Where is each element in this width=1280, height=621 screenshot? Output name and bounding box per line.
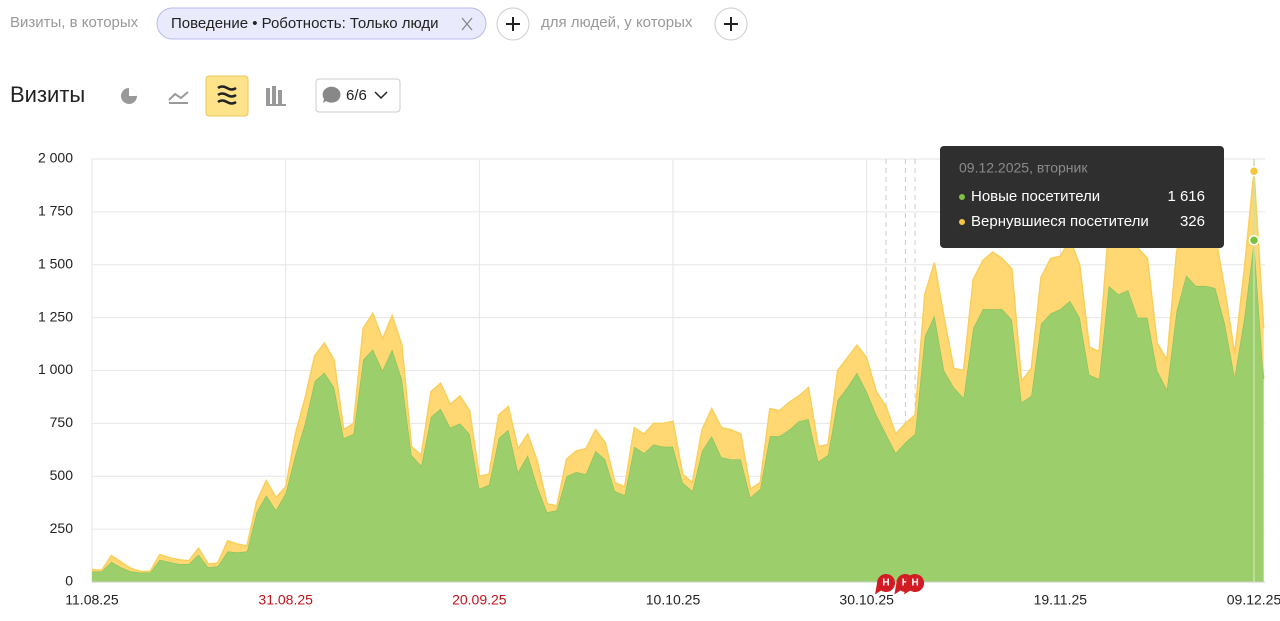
annotations-toggle[interactable] xyxy=(315,78,401,113)
holiday-label: Н xyxy=(882,578,889,589)
tooltip-series-name: Вернувшиеся посетители xyxy=(971,213,1149,230)
filter-chip[interactable] xyxy=(156,7,487,40)
tooltip-series-name: Новые посетители xyxy=(971,188,1100,205)
y-tick-label: 0 xyxy=(65,573,73,589)
x-tick-label: 10.10.25 xyxy=(646,592,701,608)
plus-icon xyxy=(506,17,520,31)
y-tick-label: 2 000 xyxy=(38,150,73,166)
area-series xyxy=(92,240,1264,582)
area-icon xyxy=(217,85,237,105)
tooltip-title: 09.12.2025, вторник xyxy=(959,160,1088,176)
x-tick-label: 31.08.25 xyxy=(258,592,313,608)
plus-icon xyxy=(724,17,738,31)
holiday-marker xyxy=(875,574,896,595)
tooltip-value: 1 616 xyxy=(1167,188,1205,205)
y-tick-label: 1 000 xyxy=(38,361,73,377)
y-tick-label: 750 xyxy=(50,414,74,430)
line-icon[interactable] xyxy=(168,91,189,104)
filter-middle: для людей, у которых xyxy=(541,14,693,31)
hover-dot xyxy=(1248,166,1260,177)
dropdown-arrow xyxy=(374,91,388,100)
y-tick-label: 1 750 xyxy=(38,203,73,219)
comment-icon xyxy=(322,86,341,103)
tooltip-dot xyxy=(959,219,965,225)
x-tick-label: 11.08.25 xyxy=(65,592,119,608)
holiday-marker xyxy=(904,574,925,595)
tooltip xyxy=(940,146,1224,248)
chip-remove[interactable] xyxy=(461,17,473,31)
x-tick-label: 19.11.25 xyxy=(1034,592,1088,608)
x-tick-label: 20.09.25 xyxy=(452,592,507,608)
y-tick-label: 1 250 xyxy=(38,308,73,324)
holiday-label: Н xyxy=(902,578,909,589)
hover-dot xyxy=(1248,234,1260,246)
filter-prefix: Визиты, в которых xyxy=(10,14,139,31)
filter-chip-label: Поведение • Роботность: Только люди xyxy=(171,15,439,32)
pie-icon[interactable] xyxy=(121,88,137,104)
tooltip-dot xyxy=(959,194,965,200)
y-tick-label: 1 500 xyxy=(38,255,73,271)
holiday-label: Н xyxy=(911,578,918,589)
series-line xyxy=(92,240,1265,574)
annotations-counter: 6/6 xyxy=(346,87,367,104)
y-tick-label: 500 xyxy=(50,467,74,483)
x-tick-label: 09.12.25 xyxy=(1227,592,1280,608)
y-tick-label: 250 xyxy=(50,520,74,536)
chart-title: Визиты xyxy=(10,82,85,107)
tooltip-value: 326 xyxy=(1180,213,1205,230)
x-tick-label: 30.10.25 xyxy=(839,592,894,608)
bars-icon[interactable] xyxy=(266,86,286,106)
